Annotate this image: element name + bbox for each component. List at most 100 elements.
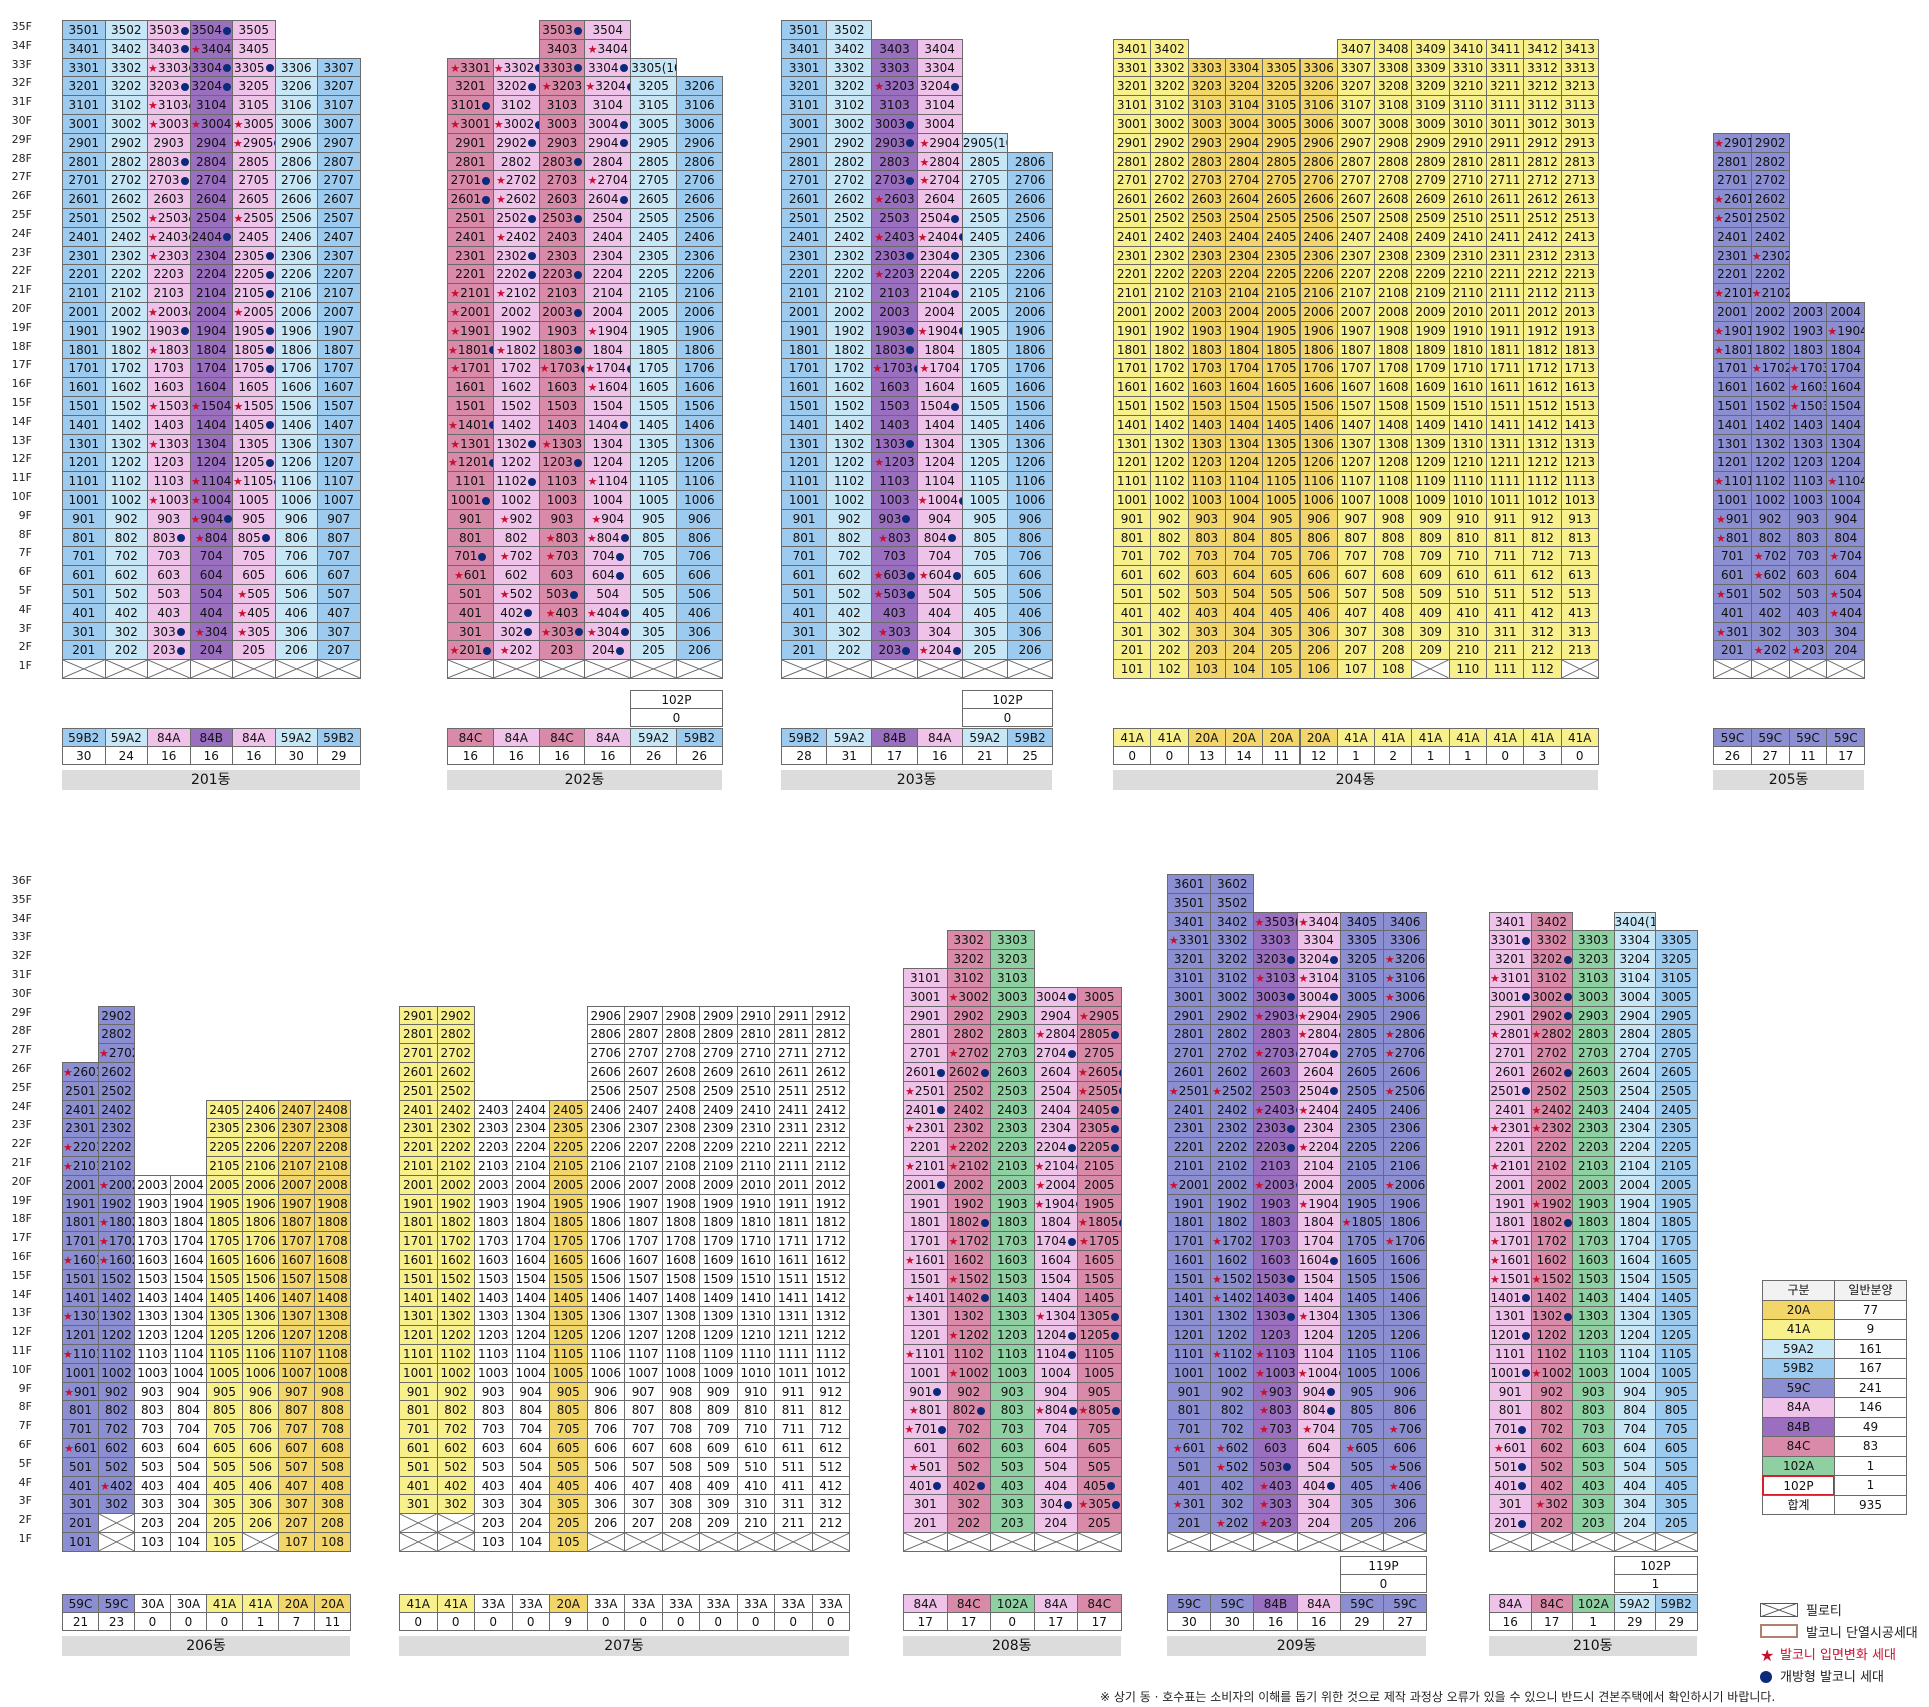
unit-cell: 906: [1299, 508, 1338, 529]
balcony-facade-star: ★: [233, 400, 244, 413]
unit-cell: 1306: [1299, 433, 1338, 454]
unit-cell: ★406: [1383, 1475, 1428, 1496]
unit-cell: 1210: [736, 1325, 775, 1345]
unit-cell: ★2003: [1253, 1174, 1298, 1195]
unit-cell: 1804: [170, 1212, 207, 1233]
unit-cell: 2203: [474, 1137, 513, 1157]
unit-cell: 601: [399, 1438, 438, 1458]
unit-cell: 3203: [1572, 949, 1615, 969]
unit-cell: 3202: [104, 76, 148, 97]
unit-cell: 1008: [1374, 490, 1413, 510]
unit-cell: 801: [399, 1400, 438, 1421]
open-balcony-dot: [524, 628, 533, 637]
unit-cell: 1605: [206, 1250, 243, 1270]
unit-cell: ★3503(119PA): [1253, 911, 1298, 932]
unit-cell: 1506: [274, 396, 318, 416]
unit-cell: 405: [1262, 602, 1301, 623]
unit-cell: 604: [511, 1438, 550, 1458]
unit-cell: 806: [1383, 1400, 1428, 1421]
unit-cell: 2505: [630, 208, 677, 228]
unit-cell: 2607: [624, 1062, 663, 1082]
unit-cell: 505: [206, 1456, 243, 1477]
unit-cell: 701: [781, 546, 828, 567]
unit-cell: 1505: [630, 396, 677, 416]
unit-cell: 2512: [1523, 208, 1562, 228]
unit-cell: 208: [661, 1513, 700, 1533]
unit-cell: 403: [990, 1475, 1035, 1496]
special-type-cell: 102P: [1613, 1556, 1698, 1575]
unit-cell: 2906: [1383, 1005, 1428, 1026]
summary-header-cell: 구분: [1762, 1280, 1835, 1301]
balcony-facade-star: ★: [917, 494, 928, 507]
open-balcony-dot: [947, 534, 956, 543]
open-balcony-dot: [1111, 1030, 1120, 1039]
unit-type-cell: 59A2: [826, 728, 873, 747]
building-label: 204동: [1113, 770, 1598, 790]
unit-cell: 1203: [1253, 1325, 1298, 1345]
unit-cell: 2713: [1560, 170, 1599, 191]
balcony-facade-star: ★: [495, 193, 506, 207]
unit-cell: 1901: [1489, 1193, 1532, 1214]
balcony-facade-star: ★: [1531, 1028, 1542, 1042]
unit-cell: 2306: [274, 245, 318, 266]
unit-cell: 702: [826, 546, 873, 567]
unit-cell: 1512: [811, 1268, 850, 1289]
unit-cell: 2501: [62, 208, 106, 228]
unit-cell: 2604: [584, 189, 632, 209]
unit-type-cell: 20A: [1262, 728, 1301, 747]
unit-cell: 1401: [781, 414, 828, 435]
unit-cell: 1803: [474, 1212, 513, 1233]
unit-cell: 2505: [1655, 1080, 1698, 1101]
unit-cell: 401: [903, 1475, 948, 1496]
unit-cell: 2612: [811, 1062, 850, 1082]
unit-cell: 107: [1336, 659, 1376, 679]
unit-cell: 2003: [474, 1174, 513, 1195]
unit-cell: 1705: [630, 358, 677, 379]
unit-cell: ★2404: [916, 226, 963, 247]
unit-cell: 1611: [1486, 377, 1525, 397]
unit-cell: 802: [436, 1400, 475, 1421]
unit-count-cell: 26: [676, 746, 723, 765]
unit-cell: 3404(102P): [1613, 911, 1656, 932]
unit-cell: ★2603: [871, 189, 918, 209]
balcony-facade-star: ★: [1531, 1122, 1542, 1136]
unit-cell: ★2101: [903, 1156, 948, 1176]
unit-cell: ★1301: [447, 433, 494, 454]
unit-cell: 1103: [1572, 1344, 1615, 1364]
unit-cell: 1604: [1224, 377, 1264, 397]
unit-cell: 701: [1489, 1419, 1532, 1439]
balcony-facade-star: ★: [450, 362, 461, 376]
unit-cell: 2702: [1150, 170, 1189, 191]
unit-cell: 2206: [586, 1137, 625, 1157]
unit-cell: 602: [436, 1438, 475, 1458]
summary-header-cell: 일반분양: [1834, 1280, 1907, 1301]
balcony-facade-legend-icon: ★: [1760, 1646, 1775, 1665]
balcony-facade-star: ★: [1298, 972, 1309, 985]
unit-count-cell: 27: [1750, 746, 1790, 765]
unit-cell: 207: [278, 1513, 315, 1533]
unit-cell: 2311: [1486, 245, 1525, 266]
unit-cell: ★1003: [147, 490, 191, 510]
unit-count-cell: 12: [1299, 746, 1338, 765]
unit-cell: 3409: [1411, 38, 1450, 59]
unit-cell: 603: [1572, 1438, 1615, 1458]
unit-cell: 308: [314, 1494, 351, 1515]
unit-cell: 2304: [511, 1118, 550, 1139]
unit-cell: 1303: [871, 433, 918, 454]
unit-cell: 3003: [871, 114, 918, 134]
unit-cell: 1605: [1655, 1250, 1698, 1270]
unit-cell: 2504: [1033, 1080, 1078, 1101]
unit-cell: 2105: [1339, 1156, 1384, 1176]
balcony-facade-star: ★: [499, 588, 510, 601]
unit-cell: 405: [549, 1475, 588, 1496]
unit-cell: ★1201: [447, 452, 494, 473]
open-balcony-dot: [1295, 1012, 1297, 1021]
unit-cell: 1011: [774, 1362, 813, 1383]
unit-cell: 1302: [1150, 433, 1189, 454]
unit-count-cell: 0: [736, 1612, 775, 1631]
unit-cell: 2504: [1224, 208, 1264, 228]
unit-cell: 209: [1411, 640, 1450, 661]
unit-cell: 1003: [538, 490, 586, 510]
unit-cell: 301: [62, 1494, 99, 1515]
balcony-facade-star: ★: [1490, 972, 1500, 985]
